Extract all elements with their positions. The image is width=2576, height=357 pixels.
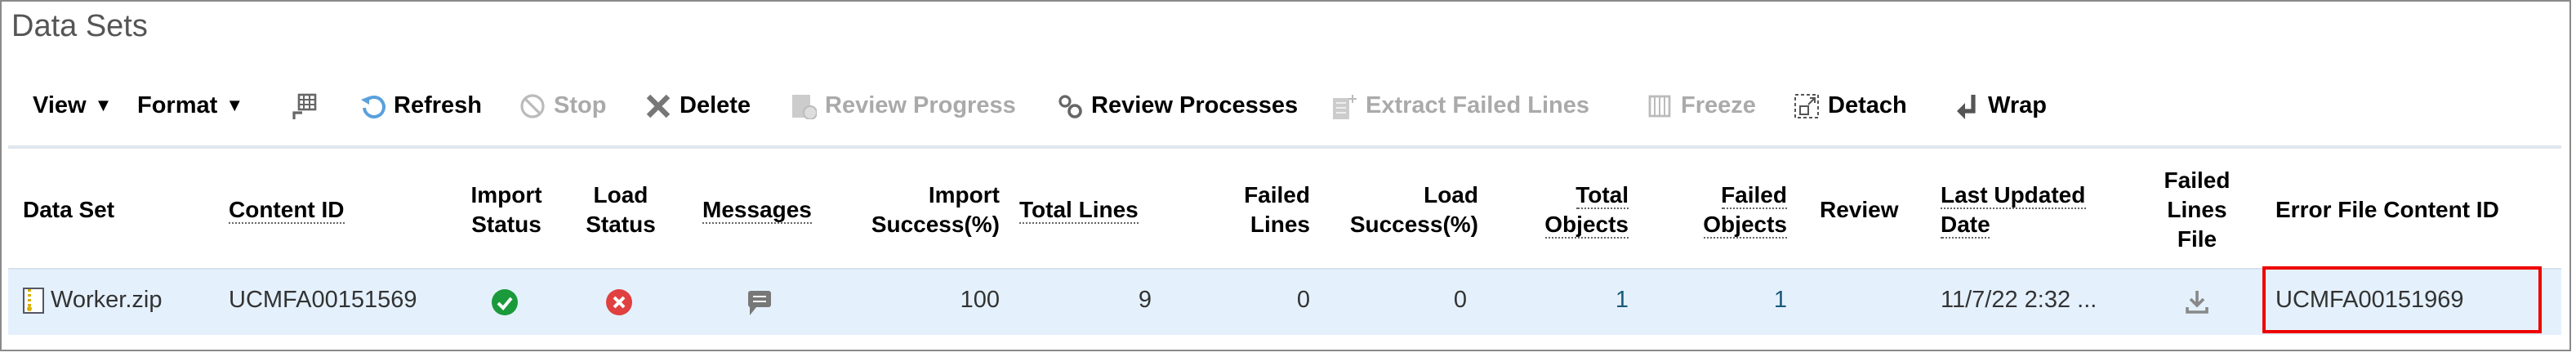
column-header-last-updated[interactable]: Last Updated Date (1941, 181, 2086, 239)
stop-label: Stop (554, 93, 607, 119)
review-processes-label: Review Processes (1091, 93, 1299, 119)
freeze-button[interactable]: Freeze (1647, 93, 1756, 119)
column-header-total-objects[interactable]: Total Objects (1544, 181, 1629, 239)
column-header-content-id[interactable]: Content ID (229, 196, 345, 224)
view-label: View (33, 93, 87, 119)
freeze-label: Freeze (1681, 93, 1756, 119)
format-label: Format (137, 93, 218, 119)
refresh-label: Refresh (394, 93, 482, 119)
column-header-failed-objects[interactable]: Failed Objects (1703, 181, 1787, 239)
success-check-icon (492, 289, 518, 315)
import-success-value: 100 (960, 288, 1000, 314)
refresh-button[interactable]: Refresh (359, 93, 482, 119)
content-id-value: UCMFA00151569 (229, 288, 417, 314)
column-header-messages[interactable]: Messages (702, 196, 812, 224)
column-header-failed-lines-file[interactable]: Failed Lines File (2164, 167, 2231, 252)
column-header-error-file-content-id[interactable]: Error File Content ID (2275, 196, 2499, 222)
column-header-failed-lines[interactable]: Failed Lines (1244, 181, 1310, 237)
delete-x-icon (646, 94, 671, 118)
table-export-icon (292, 93, 317, 119)
extract-failed-lines-label: Extract Failed Lines (1366, 93, 1589, 119)
download-icon[interactable] (2186, 289, 2208, 315)
export-table-button[interactable] (291, 93, 317, 119)
load-success-value: 0 (1453, 288, 1467, 314)
detach-icon (1794, 94, 1819, 118)
stop-icon (520, 94, 545, 118)
view-menu[interactable]: View ▼ (33, 93, 112, 119)
gears-icon (1058, 95, 1082, 118)
review-progress-button[interactable]: Review Progress (791, 93, 1016, 119)
table-row[interactable] (8, 268, 2561, 335)
toolbar-divider (8, 145, 2561, 149)
column-header-load-status[interactable]: Load Status (586, 181, 656, 237)
extract-failed-lines-button[interactable]: Extract Failed Lines (1331, 93, 1589, 119)
last-updated-value: 11/7/22 2:32 ... (1941, 288, 2097, 314)
zip-file-icon (23, 288, 44, 314)
detach-label: Detach (1828, 93, 1907, 119)
review-progress-label: Review Progress (825, 93, 1016, 119)
freeze-columns-icon (1648, 95, 1671, 118)
data-set-link[interactable]: Worker.zip (51, 288, 163, 314)
stop-button[interactable]: Stop (519, 93, 606, 119)
column-header-load-success[interactable]: Load Success(%) (1349, 181, 1478, 237)
detach-button[interactable]: Detach (1794, 93, 1907, 119)
delete-label: Delete (680, 93, 751, 119)
refresh-icon (361, 95, 386, 118)
caret-down-icon: ▼ (225, 96, 244, 116)
failed-lines-value: 0 (1296, 288, 1310, 314)
review-progress-icon (792, 95, 817, 119)
format-menu[interactable]: Format ▼ (137, 93, 243, 119)
delete-button[interactable]: Delete (645, 93, 751, 119)
total-lines-value: 9 (1138, 288, 1152, 314)
message-icon[interactable] (748, 291, 771, 317)
wrap-label: Wrap (1988, 93, 2047, 119)
column-header-review[interactable]: Review (1820, 196, 1899, 222)
error-file-content-id-value: UCMFA00151969 (2275, 288, 2464, 314)
wrap-arrow-icon (1957, 95, 1976, 119)
failed-objects-link[interactable]: 1 (1773, 288, 1787, 314)
total-objects-link[interactable]: 1 (1615, 288, 1629, 314)
panel-title: Data Sets (11, 10, 148, 44)
column-header-import-status[interactable]: Import Status (470, 181, 542, 237)
column-header-data-set[interactable]: Data Set (23, 196, 115, 222)
error-x-icon[interactable] (606, 289, 632, 315)
caret-down-icon: ▼ (94, 96, 113, 116)
review-processes-button[interactable]: Review Processes (1057, 93, 1298, 119)
extract-lines-icon (1333, 95, 1357, 119)
wrap-button[interactable]: Wrap (1954, 93, 2047, 119)
column-header-import-success[interactable]: Import Success(%) (871, 181, 1000, 237)
highlight-box (2262, 266, 2542, 333)
column-header-total-lines[interactable]: Total Lines (1019, 196, 1139, 224)
